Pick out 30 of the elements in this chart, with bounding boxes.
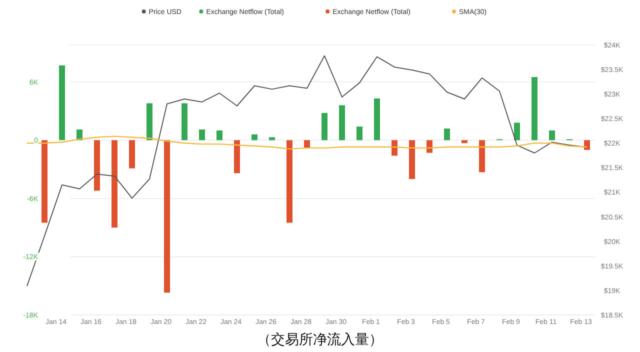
bar	[304, 140, 310, 148]
bar	[164, 140, 170, 293]
bar	[286, 140, 292, 223]
bar	[216, 130, 222, 140]
bar	[426, 140, 432, 153]
text: （交易所净流入量）	[257, 332, 383, 348]
bar	[322, 112, 328, 140]
bar	[532, 77, 538, 140]
bar	[514, 122, 520, 140]
bar	[409, 140, 415, 180]
bar	[182, 103, 188, 140]
bar	[94, 140, 100, 191]
bar	[549, 130, 555, 140]
bar	[374, 98, 380, 140]
bar	[444, 128, 450, 140]
line-series	[26, 136, 588, 150]
bar	[252, 134, 258, 140]
bar	[479, 140, 485, 172]
bar	[59, 65, 65, 140]
bar	[392, 140, 398, 156]
bar	[462, 140, 468, 144]
bar	[199, 129, 205, 140]
bar	[146, 103, 152, 140]
bar	[129, 140, 135, 168]
bar	[356, 126, 362, 140]
bar	[42, 140, 48, 223]
bar	[584, 140, 590, 150]
bar	[234, 140, 240, 174]
bar	[112, 140, 118, 228]
bar	[339, 105, 345, 140]
